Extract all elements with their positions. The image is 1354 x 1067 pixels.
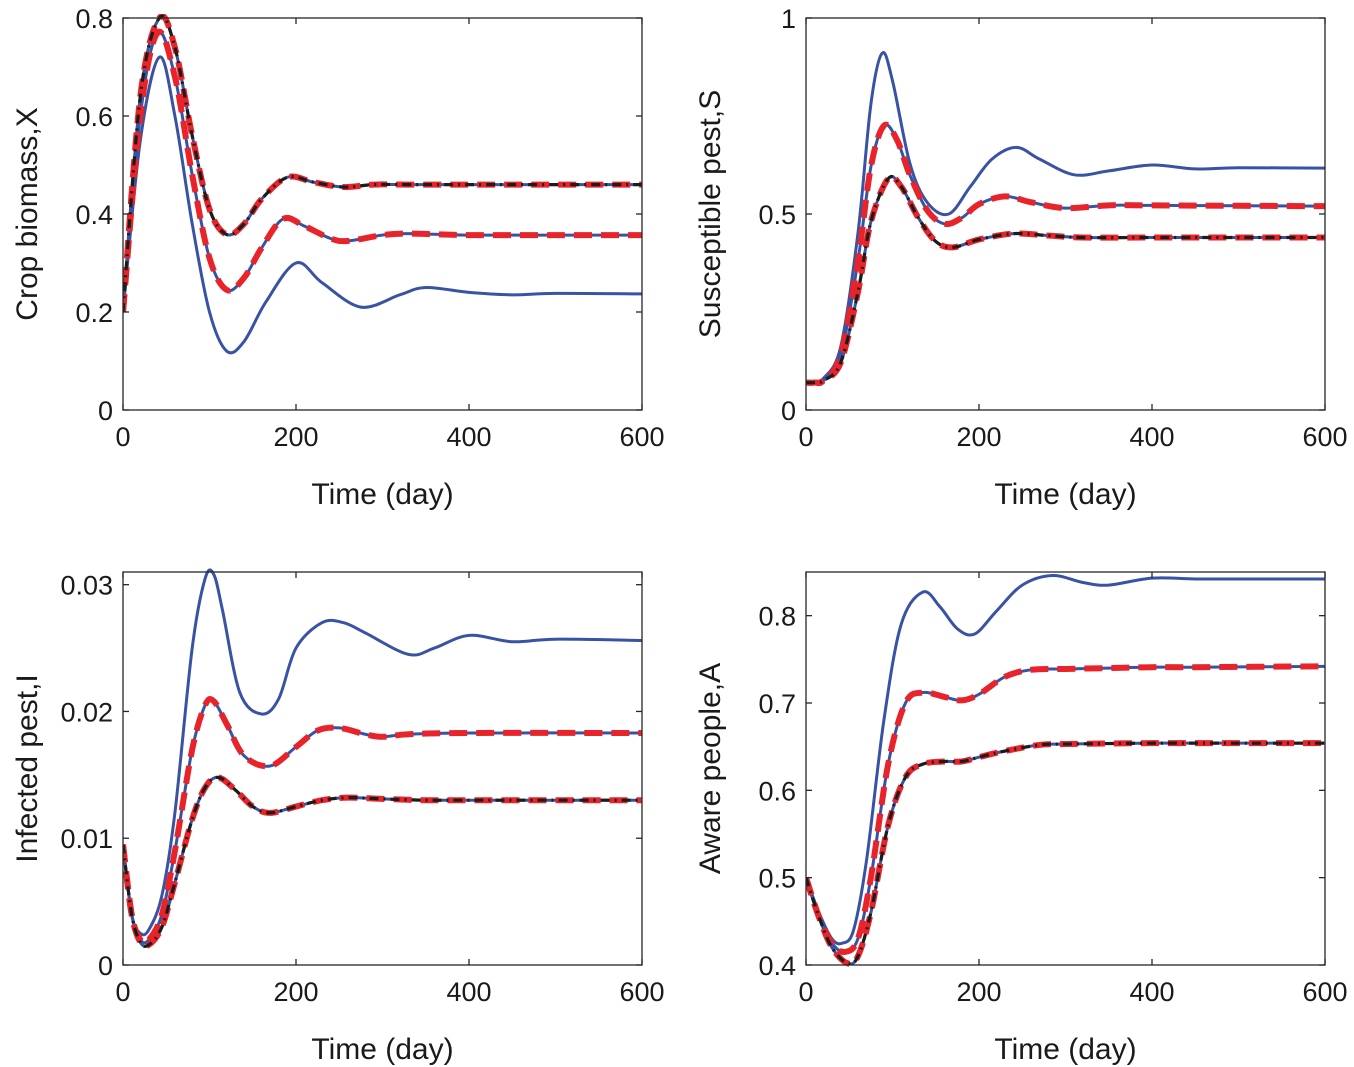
y-tick-label: 0 — [98, 951, 113, 981]
series-group — [123, 568, 642, 950]
y-tick-label: 0 — [98, 396, 113, 426]
x-tick-label: 400 — [1129, 977, 1174, 1007]
y-tick-label: 0 — [781, 396, 796, 426]
series-line-blue-solid-1 — [806, 573, 1325, 946]
y-tick-label: 0.03 — [60, 571, 113, 601]
y-tick-label: 0.02 — [60, 697, 113, 727]
x-axis-label: Time (day) — [994, 478, 1136, 511]
x-tick-label: 0 — [115, 977, 130, 1007]
subplot-3: 0 200 400 600 0 0.01 0.02 0.03 Time (day) Infecte… — [11, 568, 665, 1066]
subplot-4: 0 200 400 600 0.4 0.5 0.6 0.7 0.8 Time (day) Aware… — [694, 571, 1348, 1066]
y-tick-label: 0.4 — [758, 951, 796, 981]
y-axis-label: Aware people,A — [694, 663, 727, 874]
series-line-blue-solid-1 — [123, 55, 642, 355]
x-axis-label: Time (day) — [311, 1033, 453, 1066]
y-tick-label: 1 — [781, 4, 796, 34]
series-group — [806, 573, 1325, 967]
x-tick-label: 200 — [273, 422, 318, 452]
series-line-black-dashdot-6 — [123, 775, 642, 948]
series-line-red-dashed-4 — [806, 121, 1325, 387]
axes-box — [805, 571, 1326, 966]
y-axis-label: Crop biomass,X — [11, 107, 44, 320]
series-line-red-dashed-4 — [123, 28, 642, 313]
y-tick-label: 0.4 — [75, 200, 113, 230]
y-axis-label: Infected pest,I — [11, 674, 44, 862]
x-axis-label: Time (day) — [994, 1033, 1136, 1066]
x-tick-label: 600 — [619, 422, 664, 452]
x-tick-label: 200 — [273, 977, 318, 1007]
y-tick-label: 0.7 — [758, 689, 796, 719]
y-tick-label: 0.2 — [75, 298, 113, 328]
x-tick-label: 400 — [446, 977, 491, 1007]
x-tick-label: 600 — [1302, 977, 1347, 1007]
x-tick-label: 0 — [798, 977, 813, 1007]
series-line-red-dashed-4 — [806, 663, 1325, 955]
axes-box — [122, 571, 643, 966]
y-axis-label: Susceptible pest,S — [694, 90, 727, 338]
series-line-blue-solid-1 — [806, 51, 1325, 385]
series-group — [123, 14, 642, 355]
series-group — [806, 51, 1325, 387]
series-line-red-dashed-4 — [123, 696, 642, 946]
x-tick-label: 0 — [115, 422, 130, 452]
x-tick-label: 200 — [956, 977, 1001, 1007]
axes-box — [805, 17, 1326, 411]
y-tick-label: 0.8 — [758, 602, 796, 632]
series-line-blue-solid-1 — [123, 568, 642, 937]
x-tick-label: 400 — [1129, 422, 1174, 452]
series-line-black-dashdot-6 — [806, 174, 1325, 385]
x-tick-label: 0 — [798, 422, 813, 452]
x-tick-label: 600 — [619, 977, 664, 1007]
subplot-1: 0 200 400 600 0 0.2 0.4 0.6 0.8 Time (day) Crop bi… — [11, 4, 665, 511]
y-tick-label: 0.8 — [75, 4, 113, 34]
x-tick-label: 200 — [956, 422, 1001, 452]
x-axis-label: Time (day) — [311, 478, 453, 511]
series-line-blue-solid-2 — [806, 664, 1325, 954]
x-tick-label: 400 — [446, 422, 491, 452]
subplot-2: 0 200 400 600 0 0.5 1 Time (day) Susceptible pes… — [694, 4, 1348, 511]
y-tick-label: 0.01 — [60, 824, 113, 854]
y-tick-label: 0.6 — [75, 102, 113, 132]
series-line-red-dashed-5 — [123, 774, 642, 950]
x-tick-label: 600 — [1302, 422, 1347, 452]
series-line-blue-solid-2 — [806, 123, 1325, 385]
y-tick-label: 0.6 — [758, 776, 796, 806]
y-tick-label: 0.5 — [758, 864, 796, 894]
y-tick-label: 0.5 — [758, 200, 796, 230]
series-line-black-dashdot-6 — [806, 741, 1325, 966]
